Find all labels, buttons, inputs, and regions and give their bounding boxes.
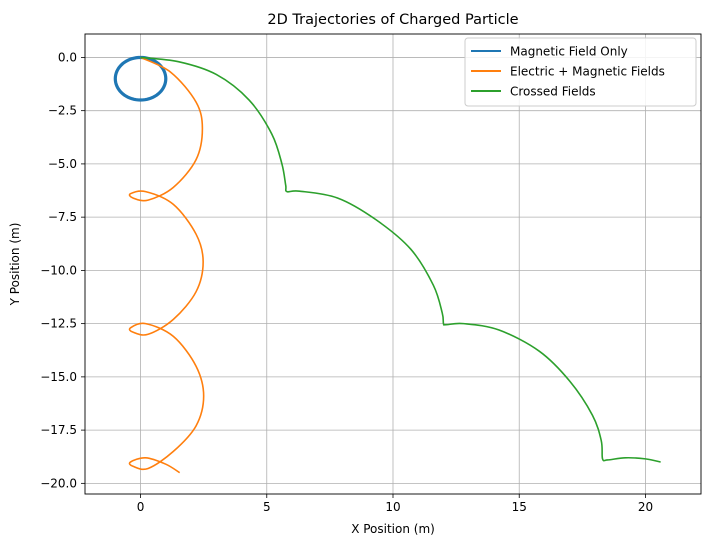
y-tick-label: −17.5 (40, 423, 77, 437)
x-tick-label: 0 (137, 500, 145, 514)
legend-label: Crossed Fields (510, 85, 596, 99)
x-axis: 0 5 10 15 20 (137, 494, 653, 514)
y-tick-label: −20.0 (40, 476, 77, 490)
y-axis: 0.0 −2.5 −5.0 −7.5 −10.0 −12.5 −15.0 −17.5 −20.0 (40, 50, 85, 490)
grid (85, 34, 701, 494)
y-tick-label: 0.0 (58, 50, 77, 64)
series-line-electric-magnetic-fields (128, 56, 205, 474)
y-tick-label: −12.5 (40, 317, 77, 331)
y-tick-label: −15.0 (40, 370, 77, 384)
y-tick-label: −2.5 (48, 104, 77, 118)
x-tick-label: 10 (385, 500, 400, 514)
x-tick-label: 15 (512, 500, 527, 514)
legend-label: Electric + Magnetic Fields (510, 65, 665, 79)
series-line-crossed-fields (140, 56, 661, 463)
legend: Magnetic Field Only Electric + Magnetic F… (464, 37, 697, 107)
plot-frame (84, 33, 702, 495)
x-axis-label: X Position (m) (351, 522, 435, 536)
y-tick-label: −5.0 (48, 157, 77, 171)
y-tick-label: −10.0 (40, 263, 77, 277)
chart-title: 2D Trajectories of Charged Particle (267, 12, 518, 28)
x-tick-label: 5 (263, 500, 271, 514)
legend-box (464, 37, 697, 107)
legend-label: Magnetic Field Only (510, 45, 628, 59)
y-axis-label: Y Position (m) (8, 223, 22, 307)
y-tick-label: −7.5 (48, 210, 77, 224)
series-line-magnetic-field-only (113, 55, 168, 102)
series-layer (113, 55, 661, 474)
x-tick-label: 20 (638, 500, 653, 514)
